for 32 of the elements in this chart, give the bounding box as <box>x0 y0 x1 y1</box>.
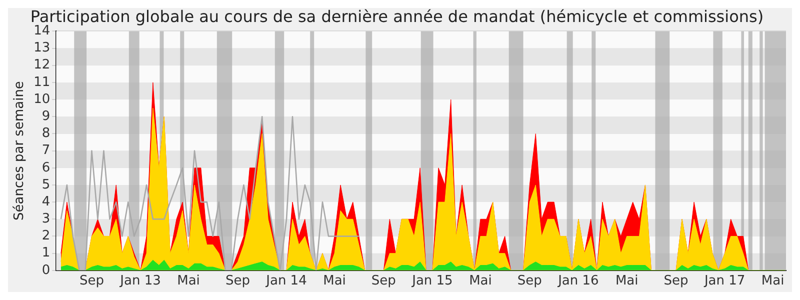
x-tick-label: Sep <box>225 274 250 289</box>
y-tick-label: 5 <box>42 177 50 192</box>
y-tick-label: 4 <box>42 194 50 210</box>
y-tick-label: 0 <box>42 262 50 278</box>
y-tick-label: 7 <box>42 143 50 158</box>
x-tick-label: Mai <box>323 274 346 289</box>
x-tick-label: Sep <box>371 274 396 289</box>
x-tick-label: Sep <box>79 274 104 289</box>
y-tick-label: 13 <box>34 40 50 56</box>
x-tick-label: Jan 17 <box>703 274 746 289</box>
y-tick-label: 1 <box>42 246 50 261</box>
x-tick-label: Mai <box>177 274 200 289</box>
y-tick-label: 10 <box>34 92 50 107</box>
x-tick-label: Jan 15 <box>411 274 453 289</box>
x-tick-label: Sep <box>517 274 542 289</box>
x-tick-label: Mai <box>615 274 638 289</box>
y-axis-title: Séances par semaine <box>12 81 28 221</box>
x-tick-label: Jan 14 <box>265 274 307 289</box>
y-tick-label: 8 <box>42 126 50 142</box>
y-tick-label: 14 <box>34 24 50 39</box>
x-tick-label: Mai <box>761 274 784 289</box>
x-tick-label: Sep <box>664 274 688 289</box>
x-tick-label: Jan 13 <box>119 274 161 289</box>
y-tick-label: 6 <box>42 160 50 176</box>
y-tick-label: 9 <box>42 109 50 124</box>
y-tick-label: 12 <box>34 58 50 73</box>
y-tick-label: 11 <box>34 74 50 90</box>
y-tick-label: 2 <box>42 228 50 244</box>
x-tick-label: Mai <box>469 274 492 289</box>
chart-title: Participation globale au cours de sa dernière année de mandat (hémicycle et commissions) <box>30 6 764 26</box>
x-tick-label: Jan 16 <box>557 274 599 289</box>
y-tick-label: 3 <box>42 212 50 227</box>
